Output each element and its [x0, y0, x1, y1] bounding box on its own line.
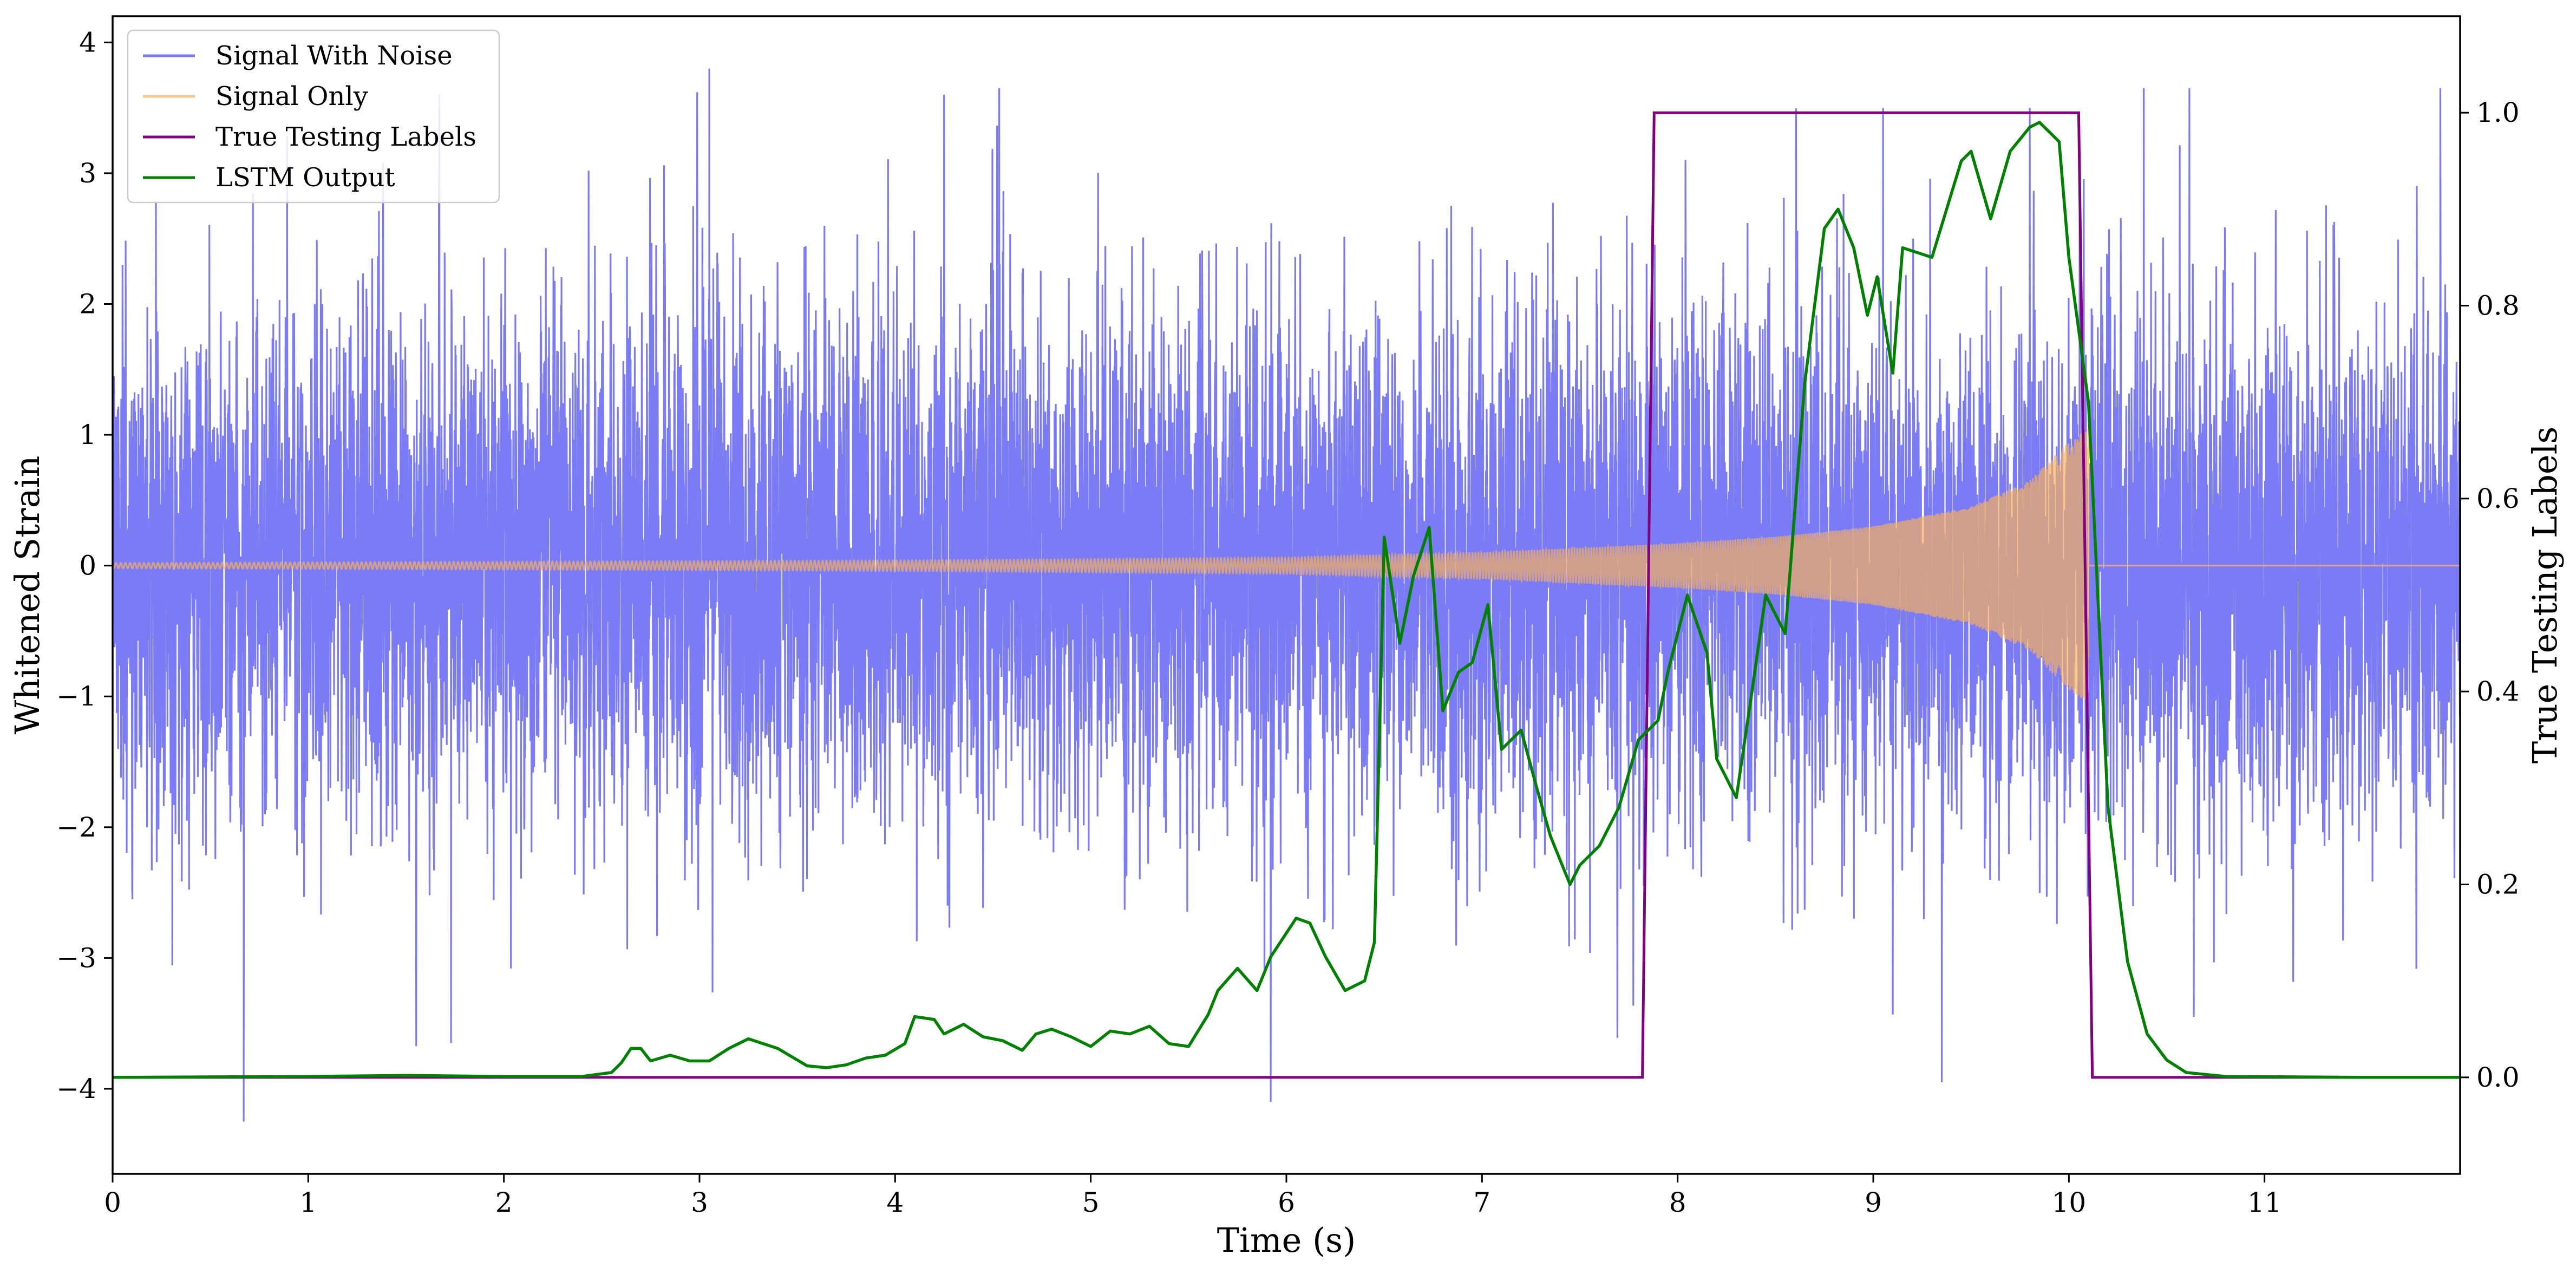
y-tick-label: 1	[79, 419, 96, 450]
legend-label-signal-only: Signal Only	[215, 81, 368, 112]
y-tick-label: −2	[56, 812, 96, 843]
true-labels-line	[113, 111, 2460, 1079]
y-tick-label: 2	[79, 288, 96, 319]
x-tick-label: 4	[886, 1187, 904, 1218]
x-axis-label: Time (s)	[1217, 1220, 1356, 1260]
legend-label-true-testing-labels: True Testing Labels	[215, 122, 476, 152]
y-tick-label: −4	[56, 1073, 96, 1105]
y2-tick-label: 0.6	[2476, 483, 2520, 514]
x-tick-label: 9	[1865, 1187, 1882, 1218]
y2-tick-label: 0.2	[2476, 869, 2520, 900]
plot-area	[113, 68, 2460, 1122]
y-axis-label: Whitened Strain	[8, 456, 47, 735]
x-tick-label: 7	[1473, 1187, 1490, 1218]
series-true-testing-labels	[113, 111, 2460, 1079]
x-tick-label: 0	[104, 1187, 121, 1218]
signal-only-line	[113, 428, 2460, 698]
y-tick-label: 0	[79, 550, 96, 582]
y2-tick-label: 1.0	[2476, 97, 2520, 128]
x-tick-label: 6	[1278, 1187, 1295, 1218]
y2-axis-label: True Testing Labels	[2525, 427, 2565, 764]
x-tick-label: 2	[495, 1187, 513, 1218]
legend-box	[127, 29, 500, 204]
series-lstm-output	[113, 121, 2460, 1079]
y-tick-label: −1	[56, 681, 96, 712]
legend: Signal With Noise Signal Only True Testi…	[127, 29, 500, 204]
x-tick-label: 11	[2247, 1187, 2282, 1218]
y-tick-label: 3	[79, 158, 96, 189]
x-tick-label: 8	[1669, 1187, 1686, 1218]
x-tick-label: 1	[299, 1187, 317, 1218]
x-tick-label: 10	[2052, 1187, 2087, 1218]
x-tick-label: 3	[691, 1187, 708, 1218]
lstm-output-line	[113, 121, 2460, 1079]
x-axis: 0 1 2 3 4 5 6 7 8 9 10 11	[104, 1174, 2281, 1218]
y2-tick-label: 0.8	[2476, 290, 2520, 322]
legend-label-signal-with-noise: Signal With Noise	[215, 41, 453, 71]
legend-label-lstm-output: LSTM Output	[215, 162, 395, 193]
y-axis-right: 0.0 0.2 0.4 0.6 0.8 1.0	[2460, 97, 2520, 1093]
y2-tick-label: 0.4	[2476, 676, 2520, 707]
series-signal-only	[113, 428, 2460, 698]
x-tick-label: 5	[1082, 1187, 1100, 1218]
y-tick-label: −3	[56, 942, 96, 974]
y-axis-left: −4 −3 −2 −1 0 1 2 3 4	[56, 27, 113, 1105]
y-tick-label: 4	[79, 27, 96, 58]
y2-tick-label: 0.0	[2476, 1062, 2520, 1093]
